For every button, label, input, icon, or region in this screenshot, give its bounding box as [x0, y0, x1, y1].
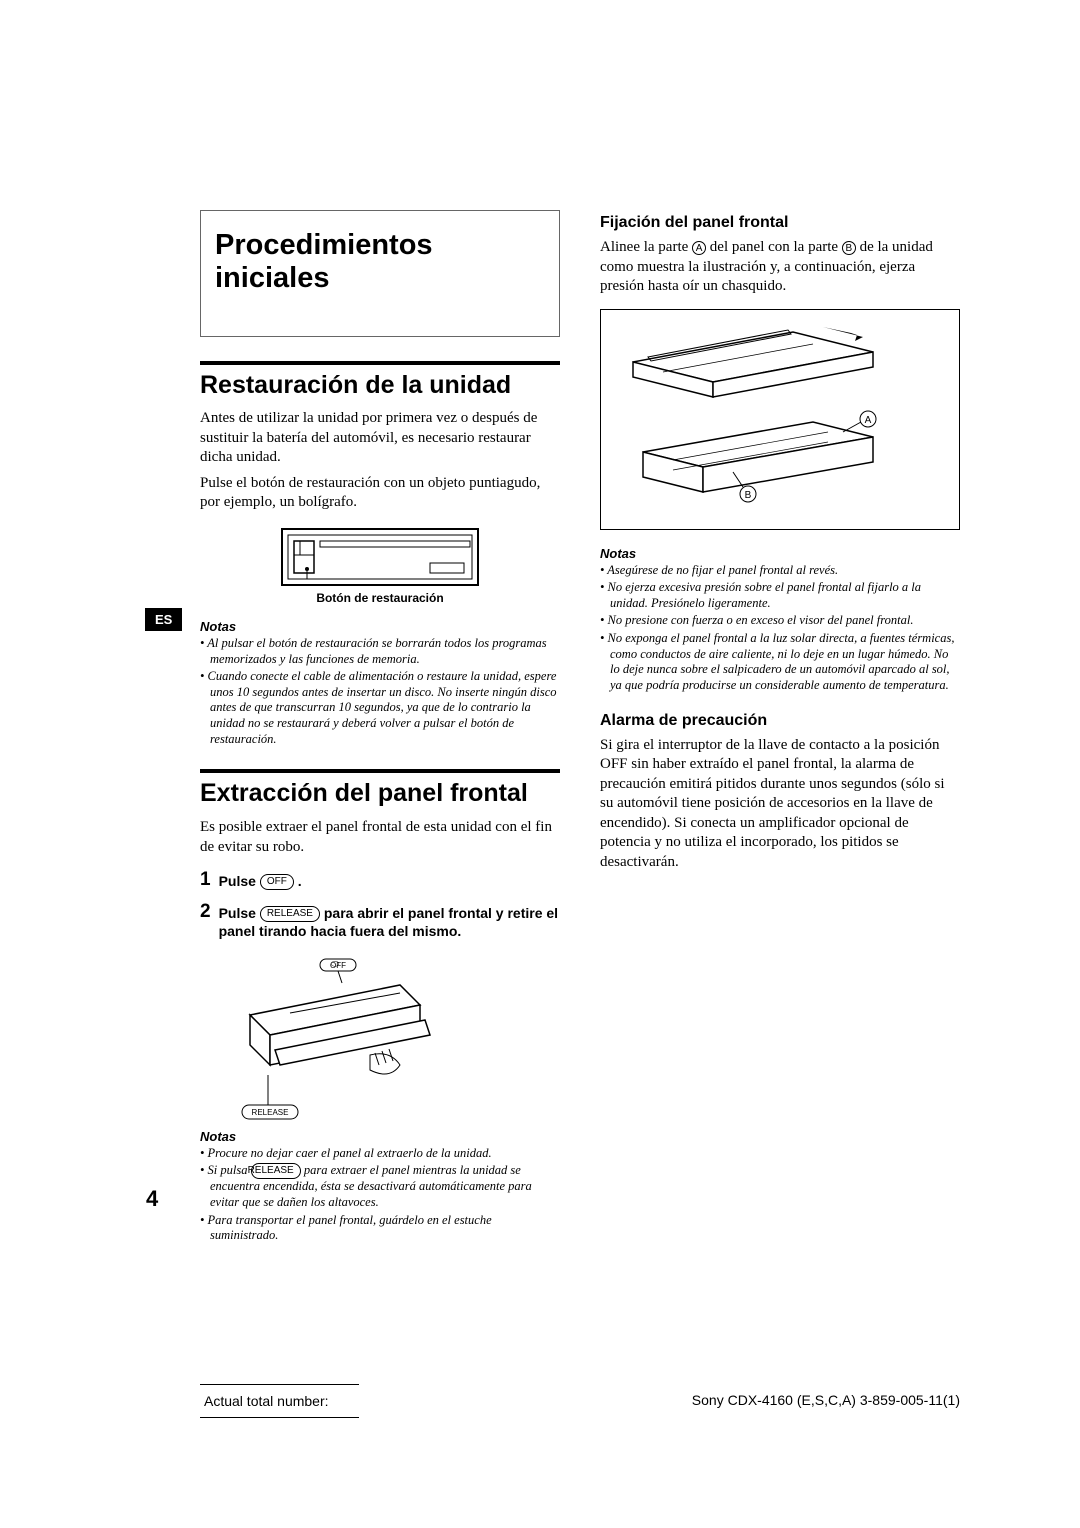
- release-button-label: RELEASE: [251, 1163, 301, 1179]
- footer-right: Sony CDX-4160 (E,S,C,A) 3-859-005-11(1): [692, 1384, 960, 1418]
- notes-list: Al pulsar el botón de restauración se bo…: [200, 636, 560, 747]
- svg-text:A: A: [865, 415, 872, 426]
- svg-text:RELEASE: RELEASE: [252, 1108, 289, 1117]
- right-column: Fijación del panel frontal Alinee la par…: [600, 210, 960, 1262]
- note-item: No exponga el panel frontal a la luz sol…: [600, 631, 960, 694]
- section-title-reset: Restauración de la unidad: [200, 371, 560, 400]
- body-text: Es posible extraer el panel frontal de e…: [200, 818, 560, 857]
- attach-diagram: A B: [600, 309, 960, 530]
- page-number: 4: [146, 1186, 158, 1212]
- note-item: No ejerza excesiva presión sobre el pane…: [600, 580, 960, 611]
- notes-heading: Notas: [200, 1129, 560, 1144]
- notes-heading: Notas: [600, 546, 960, 561]
- removal-diagram: ⬭ OFF RELEASE: [220, 955, 560, 1125]
- notes-list: Asegúrese de no fijar el panel frontal a…: [600, 563, 960, 694]
- body-text: Alinee la parte A del panel con la parte…: [600, 238, 960, 297]
- diagram-caption: Botón de restauración: [200, 591, 560, 605]
- section-rule: [200, 769, 560, 773]
- step-number: 1: [200, 869, 211, 891]
- label-a-icon: A: [692, 241, 706, 255]
- off-button-label: OFF: [260, 874, 294, 890]
- note-item: Al pulsar el botón de restauración se bo…: [200, 636, 560, 667]
- svg-text:OFF: OFF: [330, 961, 346, 970]
- subsection-title-attach: Fijación del panel frontal: [600, 214, 960, 232]
- left-column: Procedimientos iniciales Restauración de…: [200, 210, 560, 1262]
- release-button-label: RELEASE: [260, 906, 320, 922]
- main-heading: Procedimientos iniciales: [215, 229, 545, 296]
- language-tab: ES: [145, 608, 182, 631]
- step-number: 2: [200, 901, 211, 940]
- subsection-title-alarm: Alarma de precaución: [600, 712, 960, 730]
- note-item: Asegúrese de no fijar el panel frontal a…: [600, 563, 960, 579]
- page-content: Procedimientos iniciales Restauración de…: [0, 0, 1080, 1322]
- note-item: Para transportar el panel frontal, guárd…: [200, 1213, 560, 1244]
- footer-left: Actual total number:: [200, 1384, 359, 1418]
- section-rule: [200, 361, 560, 365]
- note-item: Si pulsa RELEASE para extraer el panel m…: [200, 1163, 560, 1210]
- step-text: Pulse RELEASE para abrir el panel fronta…: [219, 901, 560, 940]
- body-text: Si gira el interruptor de la llave de co…: [600, 736, 960, 873]
- body-text: Antes de utilizar la unidad por primera …: [200, 409, 560, 468]
- main-heading-box: Procedimientos iniciales: [200, 210, 560, 337]
- reset-diagram: [200, 527, 560, 587]
- note-item: No presione con fuerza o en exceso el vi…: [600, 613, 960, 629]
- svg-text:B: B: [745, 490, 752, 501]
- notes-list: Procure no dejar caer el panel al extrae…: [200, 1146, 560, 1244]
- step-text: Pulse OFF .: [219, 869, 302, 891]
- label-b-icon: B: [842, 241, 856, 255]
- note-item: Procure no dejar caer el panel al extrae…: [200, 1146, 560, 1162]
- page-footer: Actual total number: Sony CDX-4160 (E,S,…: [200, 1384, 960, 1418]
- body-text: Pulse el botón de restauración con un ob…: [200, 474, 560, 513]
- step-1: 1 Pulse OFF .: [200, 869, 560, 891]
- notes-heading: Notas: [200, 619, 560, 634]
- note-item: Cuando conecte el cable de alimentación …: [200, 669, 560, 747]
- section-title-remove: Extracción del panel frontal: [200, 779, 560, 808]
- step-2: 2 Pulse RELEASE para abrir el panel fron…: [200, 901, 560, 940]
